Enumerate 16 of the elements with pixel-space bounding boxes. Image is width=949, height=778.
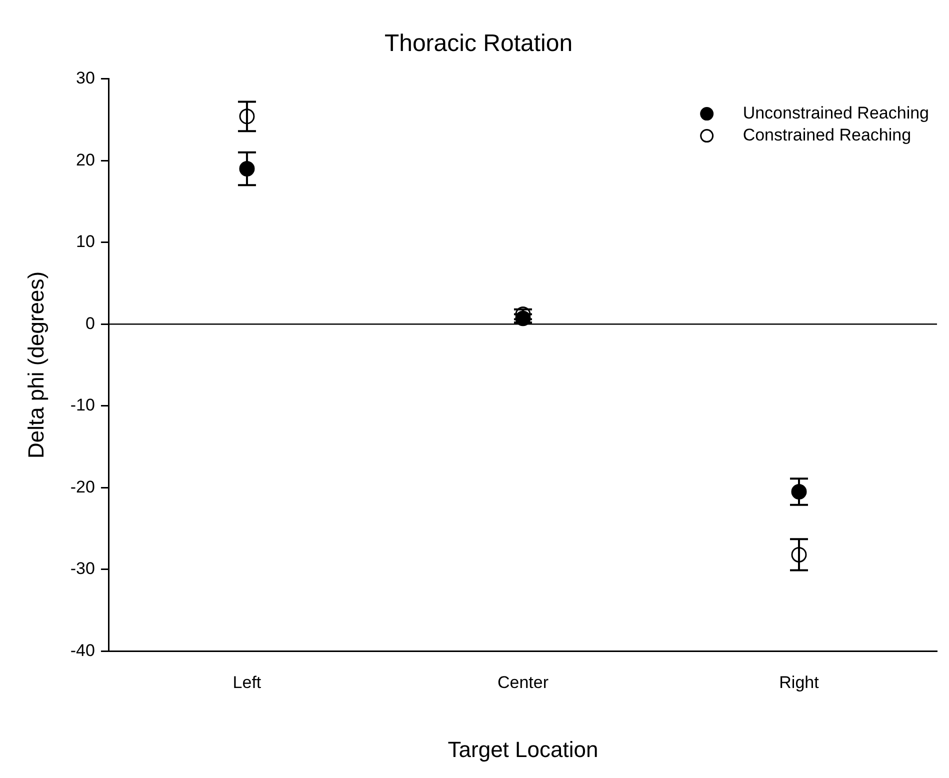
y-tick-label: 0 [86, 314, 95, 333]
y-tick-label: 10 [76, 232, 95, 252]
y-tick-label: -30 [70, 559, 95, 578]
y-tick-label: 20 [76, 150, 95, 170]
y-tick-label: -20 [70, 477, 95, 496]
y-tick-label: 30 [76, 68, 95, 88]
x-tick-label: Left [232, 673, 262, 692]
legend-label: Unconstrained Reaching [742, 103, 929, 122]
y-axis-title: Delta phi (degrees) [23, 271, 48, 459]
x-axis-title: Target Location [448, 736, 598, 762]
x-tick-label: Center [497, 673, 549, 692]
legend-label: Constrained Reaching [742, 125, 912, 144]
y-tick-label: -40 [70, 640, 95, 660]
chart-title: Thoracic Rotation [384, 30, 573, 58]
y-tick-label: -10 [70, 396, 95, 415]
x-tick-label: Right [779, 673, 820, 692]
